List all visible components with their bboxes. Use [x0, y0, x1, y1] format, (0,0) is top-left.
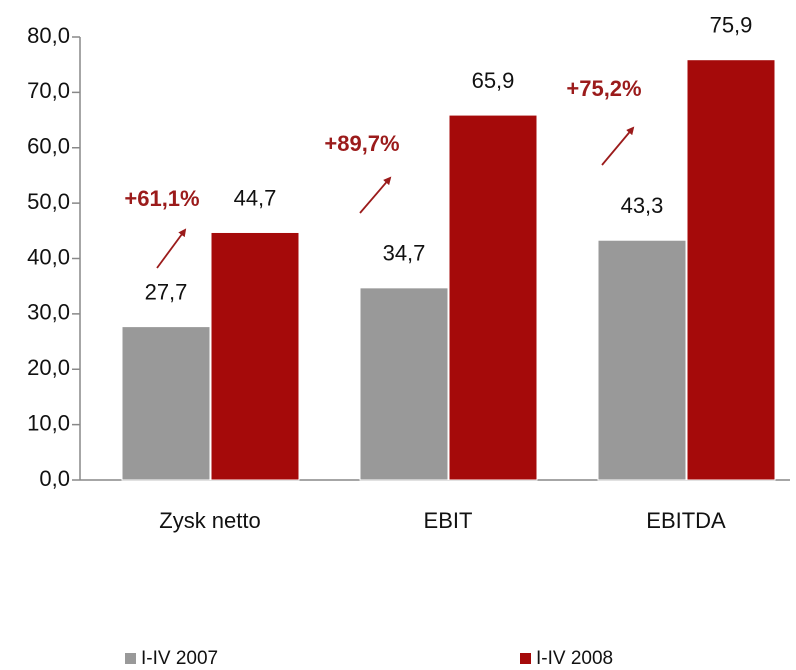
y-tick-label: 30,0	[27, 300, 70, 325]
bar	[597, 239, 687, 481]
y-tick-label: 40,0	[27, 244, 70, 269]
bar	[121, 326, 211, 481]
bar	[686, 59, 776, 481]
legend-swatch	[125, 653, 136, 664]
data-label: 43,3	[621, 193, 664, 218]
legend-label: I-IV 2007	[141, 648, 218, 669]
bar	[448, 114, 538, 481]
x-tick-label: EBIT	[424, 508, 473, 533]
x-tick-label: EBITDA	[646, 508, 726, 533]
data-label: 75,9	[710, 13, 753, 38]
legend-swatch	[520, 653, 531, 664]
x-tick-label: Zysk netto	[159, 508, 260, 533]
data-label: 65,9	[472, 68, 515, 93]
y-tick-label: 10,0	[27, 410, 70, 435]
bar	[210, 231, 300, 481]
y-tick-label: 50,0	[27, 189, 70, 214]
annotation: +75,2%	[566, 76, 641, 101]
annotation-arrow	[601, 126, 635, 166]
data-label: 44,7	[234, 185, 277, 210]
y-tick-label: 0,0	[39, 466, 70, 491]
data-label: 34,7	[383, 241, 426, 266]
legend-label: I-IV 2008	[536, 648, 613, 669]
data-label: 27,7	[145, 279, 188, 304]
annotation: +61,1%	[124, 186, 199, 211]
y-tick-label: 20,0	[27, 355, 70, 380]
y-tick-label: 80,0	[27, 23, 70, 48]
y-tick-label: 60,0	[27, 134, 70, 159]
annotation-arrow	[359, 176, 392, 214]
annotation: +89,7%	[324, 131, 399, 156]
bar	[359, 287, 449, 481]
annotation-arrow	[156, 228, 187, 269]
y-tick-label: 70,0	[27, 78, 70, 103]
